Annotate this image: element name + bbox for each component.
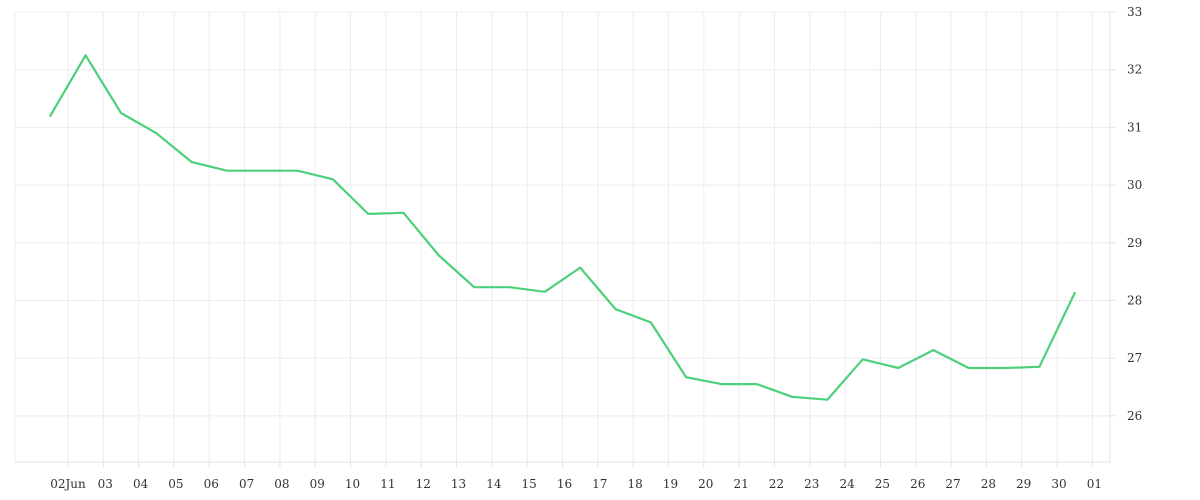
axes — [15, 11, 1115, 467]
x-tick-label: 29 — [1016, 477, 1031, 491]
x-tick-label: 19 — [663, 477, 678, 491]
x-tick-label: 28 — [981, 477, 996, 491]
x-tick-label: 25 — [875, 477, 890, 491]
y-tick-label: 33 — [1127, 5, 1142, 19]
y-axis-ticks: 26 27 28 29 30 31 32 33 — [1127, 5, 1142, 423]
x-tick-label: 14 — [486, 477, 502, 491]
x-tick-label: 12 — [416, 477, 431, 491]
x-tick-label: 20 — [698, 477, 713, 491]
x-tick-label: 08 — [274, 477, 289, 491]
x-tick-label: 23 — [804, 477, 819, 491]
x-tick-label: 13 — [451, 477, 466, 491]
x-tick-label: 18 — [628, 477, 643, 491]
x-tick-label: 10 — [345, 477, 360, 491]
x-tick-label: 30 — [1051, 477, 1066, 491]
x-tick-label: 17 — [592, 477, 607, 491]
y-tick-label: 29 — [1127, 236, 1142, 250]
y-tick-label: 28 — [1127, 293, 1142, 307]
x-tick-label: 11 — [380, 477, 395, 491]
y-tick-label: 30 — [1127, 178, 1142, 192]
x-tick-label: 05 — [168, 477, 183, 491]
x-tick-label: 07 — [239, 477, 254, 491]
x-tick-label: 02Jun — [50, 477, 86, 491]
y-tick-label: 31 — [1127, 120, 1142, 134]
x-tick-label: 24 — [839, 477, 855, 491]
x-tick-label: 15 — [522, 477, 537, 491]
x-tick-label: 21 — [733, 477, 748, 491]
y-tick-label: 26 — [1127, 409, 1142, 423]
x-tick-label: 03 — [98, 477, 113, 491]
grid — [14, 11, 1110, 462]
x-axis-ticks: 02Jun 03 04 05 06 07 08 09 10 11 12 13 14 15 16 17 18 19 2… — [50, 477, 1102, 491]
series-line — [49, 54, 1076, 401]
x-tick-label: 26 — [910, 477, 925, 491]
x-tick-label: 27 — [945, 477, 960, 491]
x-tick-label: 04 — [133, 477, 149, 491]
x-tick-label: 06 — [204, 477, 219, 491]
series-layer — [49, 54, 1076, 401]
x-tick-label: 09 — [310, 477, 325, 491]
x-tick-label: 01 — [1087, 477, 1102, 491]
x-tick-label: 22 — [769, 477, 784, 491]
y-tick-label: 32 — [1127, 63, 1142, 77]
y-tick-label: 27 — [1127, 351, 1142, 365]
x-tick-label: 16 — [557, 477, 572, 491]
